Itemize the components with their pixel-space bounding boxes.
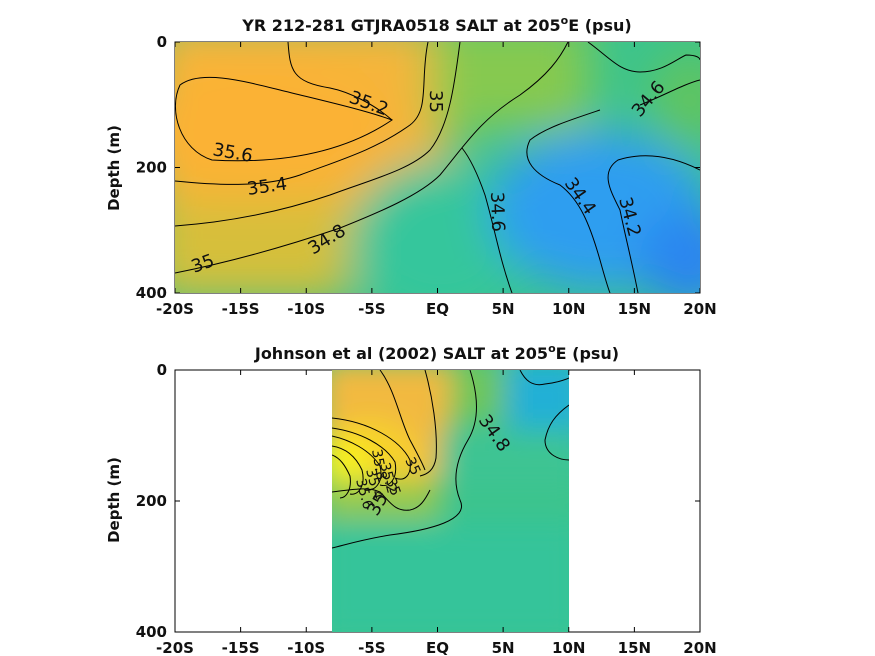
contour-label: 35 — [425, 90, 446, 113]
x-tick-label: -10S — [287, 639, 325, 656]
contour-label: 35.6 — [352, 477, 376, 511]
x-tick-label: 10N — [552, 639, 585, 656]
panel-top: YR 212-281 GTJRA0518 SALT at 205oE (psu) — [105, 14, 717, 318]
x-tick-label: EQ — [426, 639, 449, 656]
contour-label: 35.2 — [376, 461, 400, 495]
y-tick-label: 0 — [157, 33, 167, 51]
y-axis-bottom: 0 200 400 — [136, 361, 700, 641]
salinity-field-top — [175, 42, 700, 293]
x-tick-label: 15N — [618, 639, 651, 656]
x-axis-bottom: -20S -15S -10S -5S EQ 5N 10N 15N 20N — [156, 370, 717, 656]
x-tick-label: 5N — [492, 300, 515, 318]
chart-title-top: YR 212-281 GTJRA0518 SALT at 205oE (psu) — [241, 14, 631, 35]
x-tick-label: -15S — [222, 300, 260, 318]
y-tick-label: 0 — [157, 361, 167, 379]
x-tick-label: -5S — [358, 300, 385, 318]
contours-bottom — [332, 370, 569, 549]
y-tick-label: 200 — [136, 159, 167, 177]
x-tick-label: 5N — [492, 639, 515, 656]
x-tick-label: -10S — [287, 300, 325, 318]
x-tick-label: 15N — [618, 300, 651, 318]
x-tick-label: 20N — [683, 639, 716, 656]
contour-label: 35 — [382, 476, 403, 498]
x-tick-label: -15S — [222, 639, 260, 656]
y-tick-label: 200 — [136, 492, 167, 510]
y-tick-label: 400 — [136, 284, 167, 302]
chart-title-bottom: Johnson et al (2002) SALT at 205oE (psu) — [254, 342, 619, 363]
contour-label: 34.6 — [486, 191, 508, 232]
contour-label: 35.8 — [368, 448, 389, 481]
salinity-field-bottom — [332, 370, 569, 632]
y-tick-label: 400 — [136, 623, 167, 641]
y-axis-label-bottom: Depth (m) — [105, 457, 123, 543]
contours-top — [175, 42, 700, 293]
panel-bottom: Johnson et al (2002) SALT at 205oE (psu) — [105, 342, 717, 656]
x-tick-label: 20N — [683, 300, 716, 318]
contour-label: 35 — [401, 455, 423, 478]
x-tick-label: 10N — [552, 300, 585, 318]
x-tick-label: EQ — [426, 300, 449, 318]
contour-label: 35.4 — [362, 467, 386, 501]
x-tick-label: -20S — [156, 300, 194, 318]
y-axis-top: 0 200 400 — [136, 33, 700, 302]
x-axis-top: -20S -15S -10S -5S EQ 5N 10N 15N 20N — [156, 42, 717, 318]
x-tick-label: -5S — [358, 639, 385, 656]
y-axis-label-top: Depth (m) — [105, 125, 123, 211]
x-tick-label: -20S — [156, 639, 194, 656]
